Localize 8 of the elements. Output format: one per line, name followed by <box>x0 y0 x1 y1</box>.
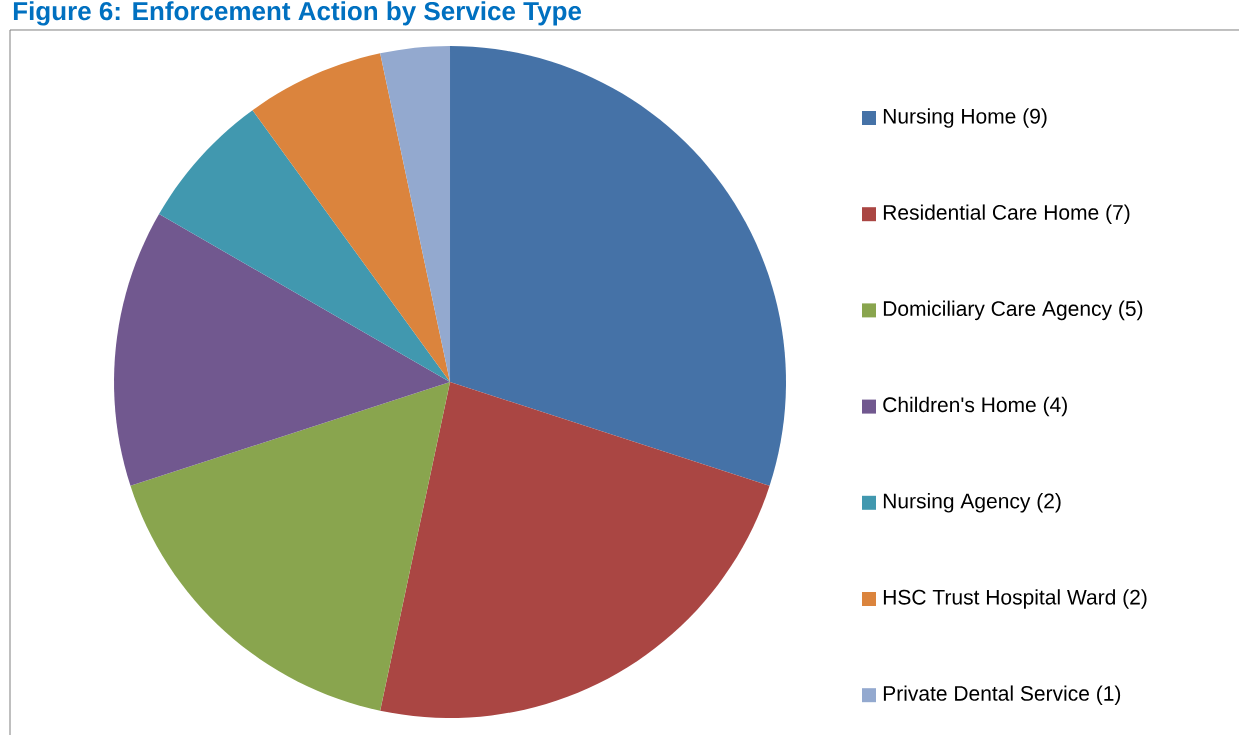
legend-label: Nursing Agency (2) <box>883 493 1061 513</box>
legend-label: Children's Home (4) <box>883 396 1067 417</box>
legend-label: Nursing Home (9) <box>883 108 1047 128</box>
legend-label: Residential Care Home (7) <box>883 204 1130 224</box>
legend-label: Private Dental Service (1) <box>883 685 1121 705</box>
legend-label: Domiciliary Care Agency (5) <box>883 300 1143 321</box>
chart-title: Figure 6: Enforcement Action by Service Type <box>13 1 582 26</box>
legend-label: HSC Trust Hospital Ward (2) <box>883 589 1147 609</box>
